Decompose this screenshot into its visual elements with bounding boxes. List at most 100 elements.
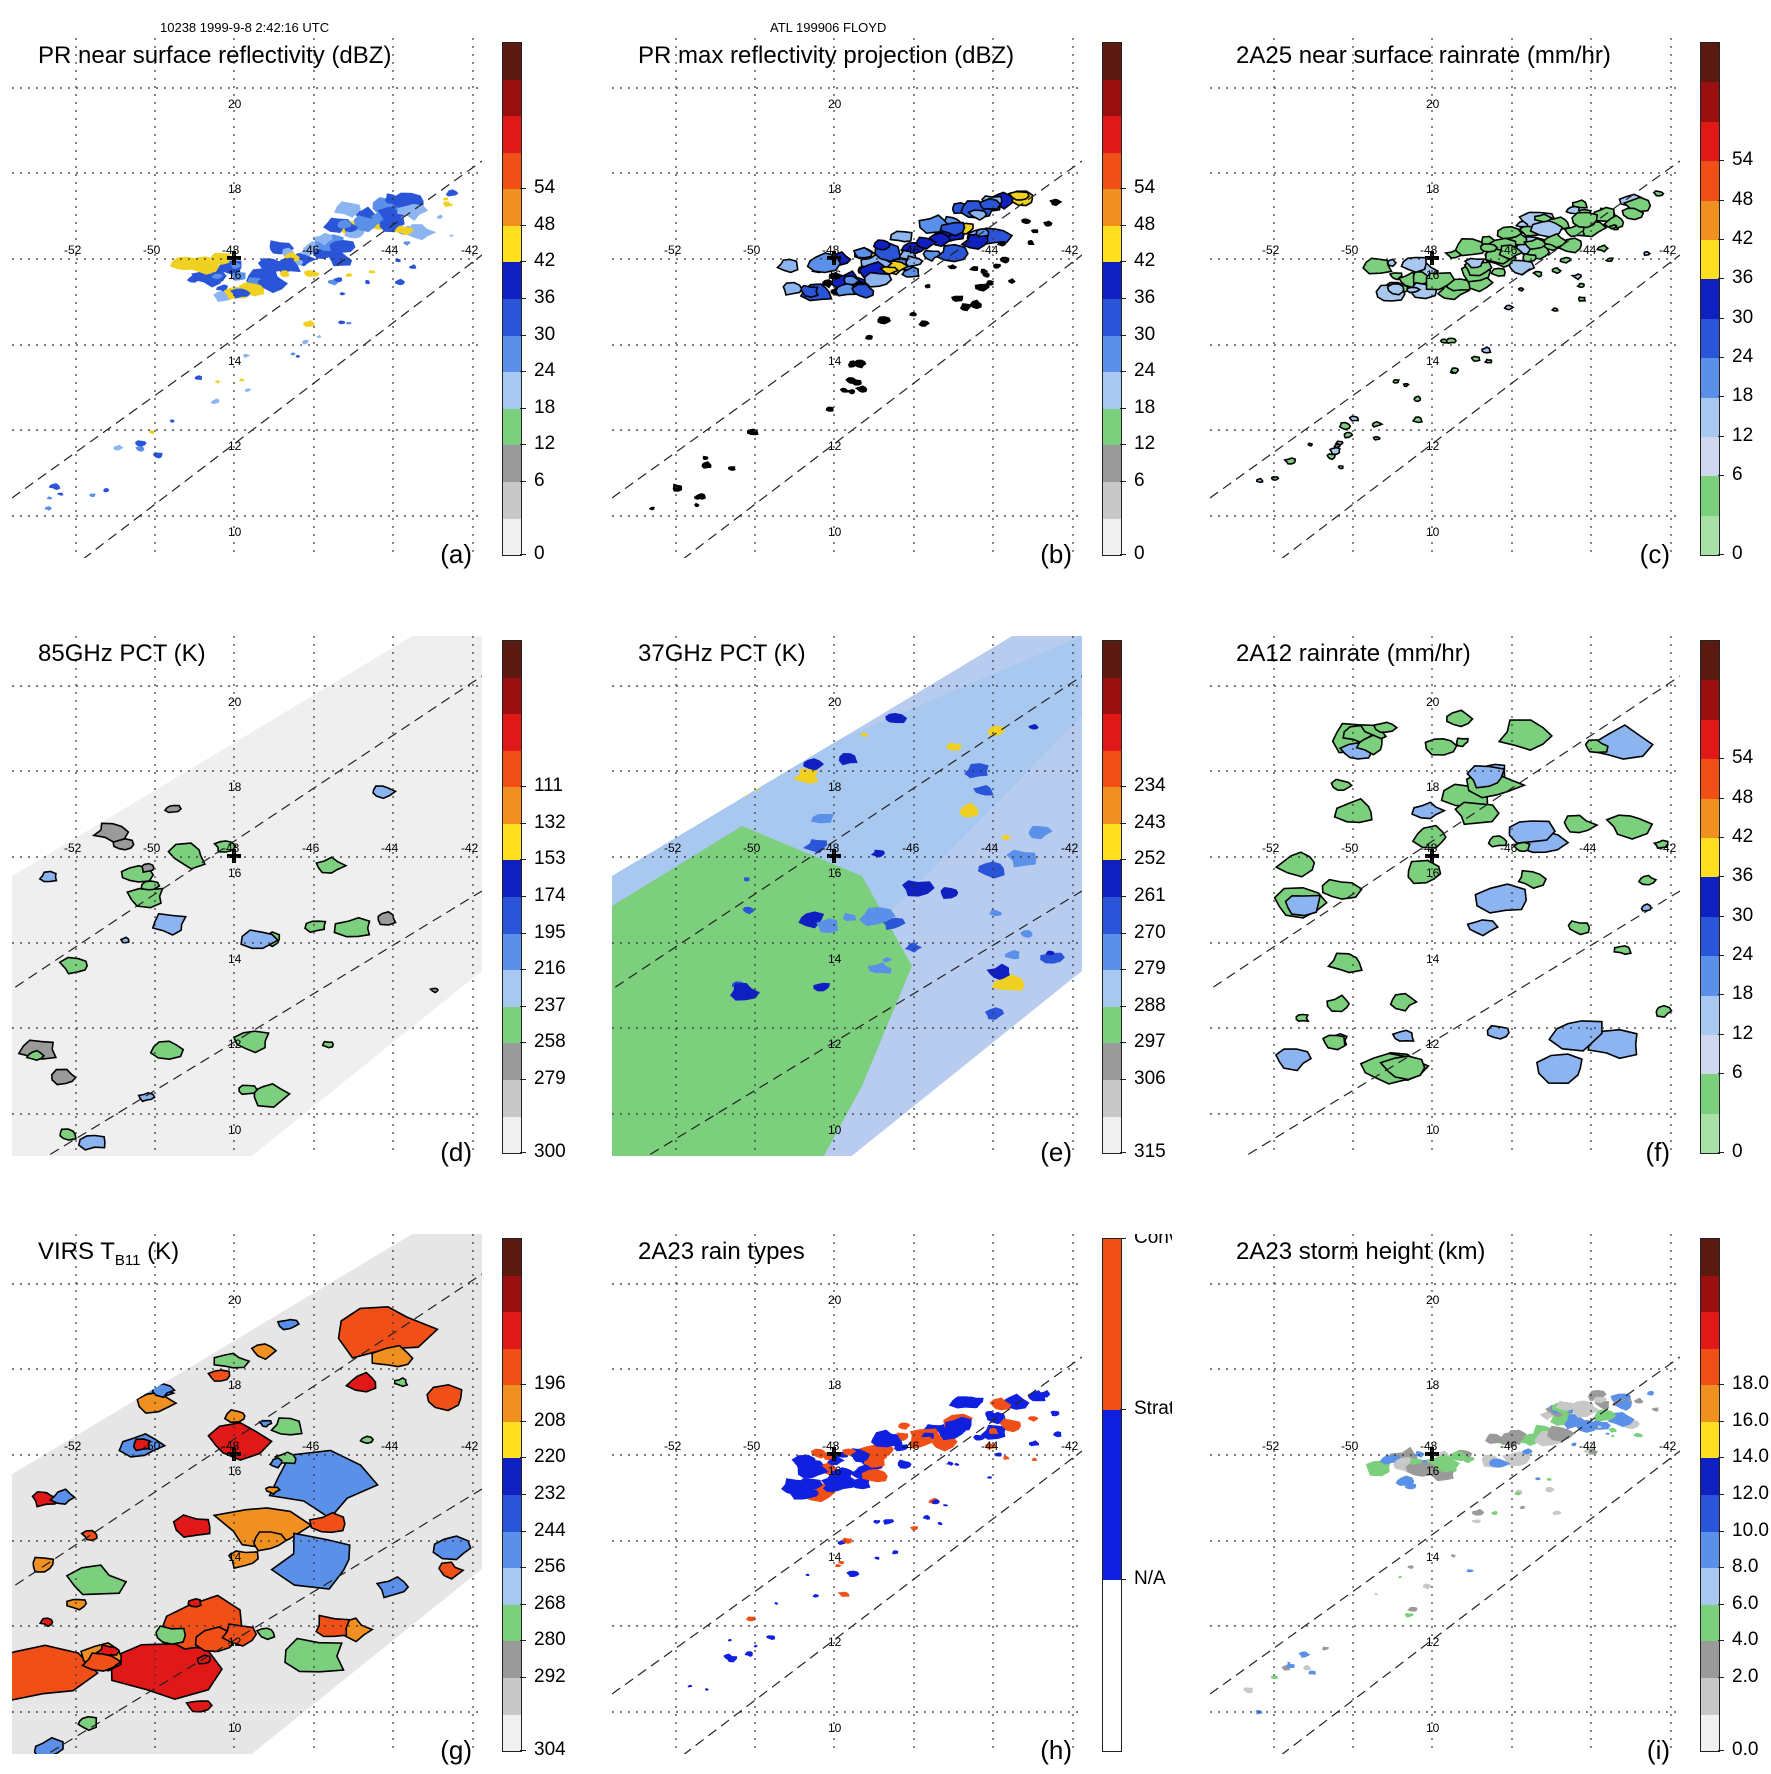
precip-cell: [1413, 395, 1422, 403]
precip-cell: [270, 1532, 351, 1590]
lon-label: -46: [1500, 1439, 1518, 1453]
precip-cell: [12, 1644, 99, 1702]
precip-cell: [155, 1625, 187, 1646]
colorbar-segment: [503, 1043, 521, 1080]
colorbar-tick-label: 153: [520, 848, 566, 870]
panel-a: -52 -50 -48 -46 -44 -42 10 12 14 16 18 20 PR near su…: [12, 38, 572, 578]
graticule: [12, 1234, 482, 1754]
precip-cell: [1419, 1462, 1437, 1473]
precip-cell: [993, 263, 1001, 269]
precip-cell: [1483, 358, 1493, 364]
precip-cell: [339, 292, 346, 296]
precip-cell: [213, 1320, 226, 1330]
lat-label: 16: [828, 1464, 842, 1478]
precip-cell: [882, 957, 893, 963]
colorbar-segment: [1103, 116, 1121, 153]
precip-cell: [1497, 719, 1553, 751]
colorbar-segment: [1701, 641, 1719, 681]
precip-cell: [1576, 282, 1585, 289]
precip-cell: [1411, 416, 1424, 424]
colorbar-segment: [1701, 877, 1719, 917]
colorbar: [502, 640, 522, 1154]
precip-cell: [284, 1637, 345, 1673]
precip-cell: [854, 385, 868, 393]
colorbar-segment: [503, 1458, 521, 1496]
lat-label: 10: [1426, 1123, 1440, 1137]
precip-cell: [1652, 190, 1665, 197]
precip-cell: [238, 1084, 259, 1096]
precip-cell: [1523, 237, 1548, 251]
precip-cell: [909, 311, 918, 317]
precip-cell: [867, 962, 892, 974]
colorbar-segment: [1701, 1275, 1719, 1313]
precip-cell: [1045, 950, 1055, 956]
precip-cell: [372, 785, 398, 800]
precip-cell: [1449, 367, 1460, 375]
map-a: -52 -50 -48 -46 -44 -42 10 12 14 16 18 20: [12, 38, 482, 558]
lon-label: -46: [902, 243, 920, 257]
precip-cell: [371, 1344, 414, 1368]
precip-cell: [1372, 435, 1381, 441]
precip-cell: [1490, 267, 1506, 277]
precip-cell: [269, 1417, 303, 1436]
lon-label: -50: [143, 841, 161, 855]
precip-cell: [397, 204, 428, 221]
colorbar-segment: [1701, 837, 1719, 878]
precip-cell: [1338, 421, 1352, 431]
precip-cell: [48, 483, 61, 491]
precip-cell: [152, 452, 163, 459]
lat-label: 18: [828, 1378, 842, 1392]
precip-cell: [1605, 1432, 1610, 1435]
colorbar-segment: [503, 1604, 521, 1642]
precip-cell: [910, 1526, 919, 1531]
lat-label: 10: [828, 525, 842, 539]
lat-label: 12: [228, 1037, 242, 1051]
precip-cell: [774, 1602, 779, 1605]
precip-cell: [244, 388, 252, 392]
lat-label: 20: [1426, 695, 1440, 709]
precip-cell: [1470, 355, 1481, 362]
lon-label: -52: [664, 841, 682, 855]
precip-cell: [742, 906, 755, 915]
colorbar-segment: [1701, 1458, 1719, 1496]
precip-cell: [889, 230, 913, 243]
precip-cell: [672, 483, 683, 492]
colorbar-segment: [1701, 1385, 1719, 1422]
swath-edge: [612, 675, 1082, 991]
colorbar-segment: [503, 1079, 521, 1117]
colorbar-segment: [1701, 719, 1719, 760]
precip-field: [612, 636, 1082, 1156]
lon-label: -50: [143, 243, 161, 257]
panel-d: -52 -50 -48 -46 -44 -42 10 12 14 16 18 20 85GHz PCT …: [12, 636, 572, 1176]
colorbar-tick-label: 6: [1120, 469, 1145, 491]
precip-cell: [1495, 1431, 1523, 1449]
colorbar-tick-label: 220: [520, 1446, 566, 1468]
colorbar-segment: [1701, 279, 1719, 319]
precip-cell: [368, 270, 376, 274]
precip-field: [44, 189, 459, 511]
precip-cell: [438, 1561, 465, 1580]
swath-edge: [1281, 254, 1680, 558]
precip-cell: [1633, 1433, 1643, 1438]
precip-cell: [1410, 1458, 1423, 1465]
colorbar-segment: [503, 1275, 521, 1313]
colorbar-segment: [1103, 189, 1121, 226]
colorbar-tick-label: Strat: [1119, 1398, 1172, 1420]
precip-cell: [1355, 734, 1383, 756]
precip-cell: [1471, 1519, 1481, 1524]
precip-cell: [66, 1598, 88, 1611]
panel-c: -52 -50 -48 -46 -44 -42 10 12 14 16 18 20 2A25 near …: [1210, 38, 1770, 578]
precip-cell: [805, 1573, 810, 1577]
colorbar-segment: [1701, 358, 1719, 398]
colorbar-tick-label: 279: [1120, 958, 1166, 980]
colorbar-segment: [1701, 1714, 1719, 1752]
precip-cell: [877, 316, 892, 325]
precip-cell: [149, 1040, 185, 1061]
colorbar-tick-label: 300: [520, 1141, 566, 1162]
colorbar: [1102, 640, 1122, 1154]
precip-cell: [1519, 1505, 1526, 1510]
precip-cell: [1532, 270, 1543, 278]
precip-cell: [837, 1591, 850, 1597]
precip-cell: [727, 466, 736, 471]
colorbar-segment: [1103, 262, 1121, 300]
